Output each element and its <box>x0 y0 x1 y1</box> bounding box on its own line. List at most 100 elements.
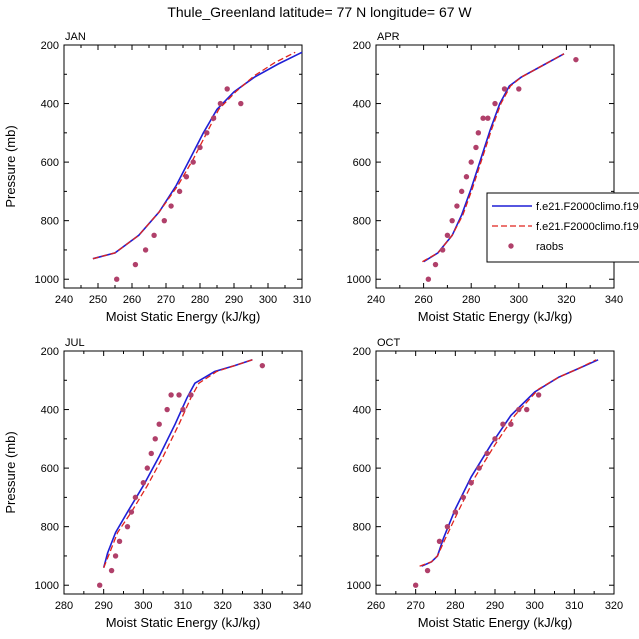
raobs-point <box>132 494 139 501</box>
raobs-point <box>425 276 432 282</box>
x-tick-label: 260 <box>414 294 432 306</box>
figure-title: Thule_Greenland latitude= 77 N longitude… <box>167 4 472 20</box>
panel-title: OCT <box>377 337 401 349</box>
raobs-point <box>501 86 508 92</box>
x-tick-label: 240 <box>367 294 385 306</box>
raobs-point <box>516 86 522 92</box>
x-tick-label: 260 <box>123 294 141 306</box>
y-tick-label: 800 <box>41 216 59 228</box>
raobs-point <box>444 232 451 239</box>
raobs-point <box>468 159 474 165</box>
raobs-point <box>183 174 190 180</box>
raobs-point <box>439 247 446 253</box>
raobs-point <box>148 450 154 457</box>
raobs-point <box>424 567 431 574</box>
raobs-point <box>224 86 230 92</box>
y-axis-label: Pressure (mb) <box>3 125 18 207</box>
raobs-point <box>452 509 459 515</box>
model-line-dashed <box>103 359 253 568</box>
x-tick-label: 300 <box>259 294 277 306</box>
x-tick-label: 290 <box>225 294 243 306</box>
raobs-point <box>108 567 115 574</box>
panel-jul: JUL 280 290 300 310 320 330 340 200 400 600 800 1000… <box>3 337 311 630</box>
raobs-point <box>476 465 482 471</box>
plot-frame <box>375 350 615 595</box>
legend-marker <box>508 243 514 249</box>
raobs-point <box>210 115 217 121</box>
x-tick-label: 320 <box>557 294 575 306</box>
y-tick-label: 800 <box>353 522 371 534</box>
x-tick-label: 310 <box>565 600 583 612</box>
x-tick-label: 260 <box>367 600 385 612</box>
model-line-solid <box>92 51 303 260</box>
x-axis-label: Moist Static Energy (kJ/kg) <box>418 309 573 324</box>
model-line-dashed <box>419 359 597 567</box>
raobs-point <box>484 450 490 457</box>
x-tick-label: 270 <box>157 294 175 306</box>
raobs-point <box>492 436 498 442</box>
raobs-point <box>188 392 194 398</box>
raobs-point <box>573 56 579 63</box>
legend: f.e21.F2000climo.f19 f.e21.F2000climo.f19… <box>486 192 639 263</box>
y-tick-label: 200 <box>41 346 59 358</box>
panel-apr: APR 240 260 280 300 320 340 200 400 600 800 1000 Moi… <box>347 31 624 324</box>
panel-jan: JAN 240 250 260 270 280 290 300 310 200 400 600 800 1… <box>3 31 311 324</box>
legend-box <box>486 192 639 263</box>
panel-oct: OCT 260 270 280 290 300 310 320 200 400 600 800 1000… <box>347 337 624 630</box>
raobs-point <box>161 217 167 224</box>
y-tick-label: 800 <box>41 522 59 534</box>
x-axis-label: Moist Static Energy (kJ/kg) <box>106 309 261 324</box>
y-tick-label: 600 <box>353 463 371 475</box>
x-axis-label: Moist Static Energy (kJ/kg) <box>418 615 573 630</box>
panel-title: JAN <box>65 31 86 43</box>
x-tick-label: 300 <box>525 600 543 612</box>
raobs-point <box>140 480 147 486</box>
x-tick-label: 320 <box>213 600 231 612</box>
raobs-point <box>449 217 455 224</box>
x-tick-label: 320 <box>605 600 623 612</box>
legend-label: f.e21.F2000climo.f19 <box>536 221 639 233</box>
raobs-point <box>460 494 466 501</box>
y-tick-label: 400 <box>41 99 59 111</box>
model-line-solid <box>102 359 253 568</box>
model-line-solid <box>421 359 599 567</box>
raobs-point <box>132 261 139 268</box>
x-tick-label: 340 <box>605 294 623 306</box>
x-tick-label: 300 <box>134 600 152 612</box>
y-tick-label: 600 <box>41 157 59 169</box>
raobs-point <box>156 421 162 427</box>
raobs-point <box>444 523 451 530</box>
y-tick-label: 400 <box>41 405 59 417</box>
raobs-point <box>124 523 131 530</box>
y-tick-label: 1000 <box>347 580 371 592</box>
raobs-point <box>97 582 103 588</box>
raobs-point <box>535 392 542 398</box>
raobs-point <box>168 392 174 398</box>
raobs-point <box>454 203 460 209</box>
raobs-point <box>217 100 224 107</box>
raobs-point <box>492 100 498 107</box>
y-tick-label: 600 <box>353 157 371 169</box>
x-tick-label: 330 <box>253 600 271 612</box>
x-tick-label: 290 <box>486 600 504 612</box>
raobs-point <box>473 144 479 151</box>
y-tick-label: 400 <box>353 405 371 417</box>
x-tick-label: 340 <box>293 600 311 612</box>
plot-frame <box>63 350 303 595</box>
raobs-point <box>168 203 174 209</box>
x-tick-label: 270 <box>406 600 424 612</box>
raobs-point <box>259 362 266 369</box>
plot-frame <box>63 44 303 289</box>
raobs-point <box>197 144 203 151</box>
model-line-dashed <box>422 53 565 263</box>
y-axis-label: Pressure (mb) <box>3 431 18 513</box>
raobs-point <box>151 232 157 239</box>
raobs-point <box>116 538 123 545</box>
x-tick-label: 310 <box>174 600 192 612</box>
raobs-point <box>152 436 158 442</box>
x-tick-label: 280 <box>191 294 209 306</box>
y-tick-label: 1000 <box>35 580 59 592</box>
raobs-point <box>180 406 186 413</box>
raobs-point <box>204 130 210 136</box>
raobs-point <box>516 406 522 413</box>
